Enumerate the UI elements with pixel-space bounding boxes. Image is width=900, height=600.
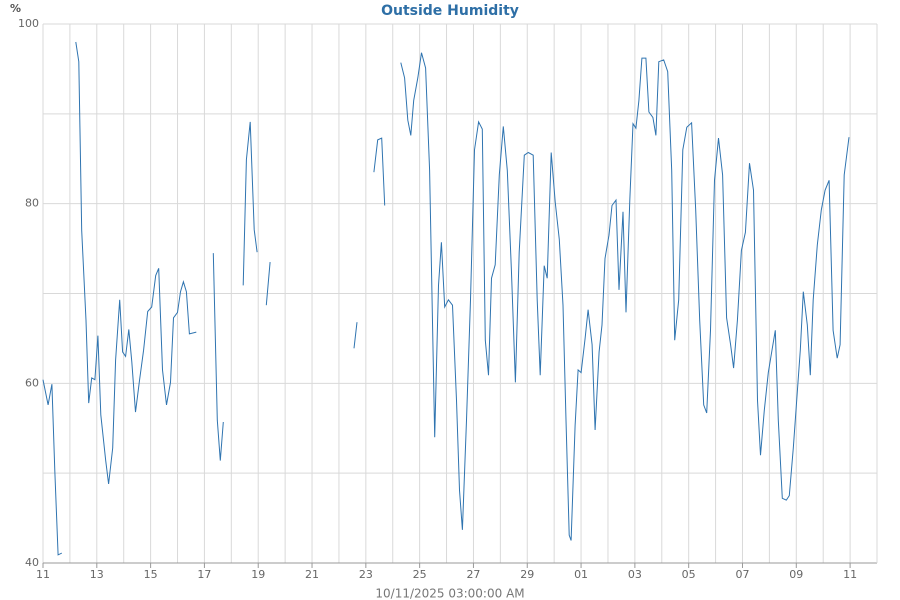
x-tick-label: 17 xyxy=(197,568,211,581)
x-tick-label: 25 xyxy=(413,568,427,581)
y-tick-label: 80 xyxy=(25,197,39,210)
y-axis-unit: % xyxy=(10,2,21,15)
x-tick-label: 21 xyxy=(305,568,319,581)
y-tick-label: 100 xyxy=(18,17,39,30)
x-tick-label: 07 xyxy=(735,568,749,581)
x-axis-label: 10/11/2025 03:00:00 AM xyxy=(375,587,524,600)
x-tick-label: 09 xyxy=(789,568,803,581)
x-tick-label: 19 xyxy=(251,568,265,581)
y-tick-label: 40 xyxy=(25,556,39,569)
x-tick-label: 05 xyxy=(682,568,696,581)
x-tick-label: 01 xyxy=(574,568,588,581)
chart-title: Outside Humidity xyxy=(381,3,519,19)
x-tick-label: 15 xyxy=(144,568,158,581)
x-tick-label: 27 xyxy=(466,568,480,581)
x-tick-label: 13 xyxy=(90,568,104,581)
y-tick-label: 60 xyxy=(25,376,39,389)
x-tick-label: 11 xyxy=(843,568,857,581)
x-tick-label: 03 xyxy=(628,568,642,581)
x-tick-label: 23 xyxy=(359,568,373,581)
x-tick-label: 11 xyxy=(36,568,50,581)
data-line xyxy=(42,41,850,556)
x-tick-label: 29 xyxy=(520,568,534,581)
